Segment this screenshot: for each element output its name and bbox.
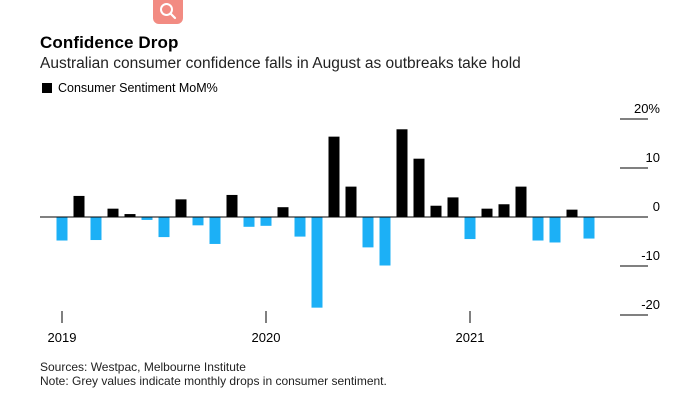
bar <box>328 136 340 217</box>
footer: Sources: Westpac, Melbourne Institute No… <box>40 360 387 388</box>
chart-title: Confidence Drop <box>40 33 179 52</box>
bar <box>583 217 595 239</box>
y-tick-label: 0 <box>653 199 660 214</box>
bar <box>413 158 425 217</box>
bar <box>464 217 476 240</box>
y-tick-label: 10 <box>646 150 660 165</box>
x-tick-label: 2020 <box>252 330 281 345</box>
x-tick-label: 2021 <box>456 330 485 345</box>
bar <box>260 217 272 226</box>
bar <box>362 217 374 248</box>
bar <box>566 209 578 217</box>
bar <box>226 194 238 217</box>
bar <box>107 208 119 217</box>
bar <box>311 217 323 308</box>
bar <box>345 186 357 217</box>
legend: Consumer Sentiment MoM% <box>42 81 218 95</box>
bar <box>447 197 459 217</box>
bar <box>209 217 221 244</box>
bar <box>481 208 493 217</box>
bar <box>192 217 204 226</box>
bar <box>158 217 170 238</box>
bar <box>141 217 153 220</box>
search-icon[interactable] <box>159 2 177 22</box>
bar <box>277 207 289 217</box>
bar <box>430 205 442 217</box>
bar <box>56 217 68 241</box>
bar <box>294 217 306 237</box>
bar <box>124 214 136 217</box>
bar <box>515 186 527 217</box>
bar <box>243 217 255 227</box>
y-tick-label: -20 <box>641 297 660 312</box>
source-note: Sources: Westpac, Melbourne Institute <box>40 360 246 374</box>
x-tick-label: 2019 <box>48 330 77 345</box>
bar <box>532 217 544 241</box>
bar <box>498 204 510 217</box>
bar <box>396 129 408 217</box>
chart-subtitle: Australian consumer confidence falls in … <box>40 55 521 72</box>
search-badge[interactable] <box>153 0 183 24</box>
bar <box>379 217 391 266</box>
legend-label: Consumer Sentiment MoM% <box>58 81 218 95</box>
footnote: Note: Grey values indicate monthly drops… <box>40 374 387 388</box>
legend-swatch <box>42 83 52 93</box>
bar <box>90 217 102 241</box>
bar <box>73 195 85 217</box>
y-tick-label: -10 <box>641 248 660 263</box>
bar <box>175 199 187 217</box>
bar <box>549 217 561 243</box>
y-tick-label: 20% <box>634 101 660 116</box>
